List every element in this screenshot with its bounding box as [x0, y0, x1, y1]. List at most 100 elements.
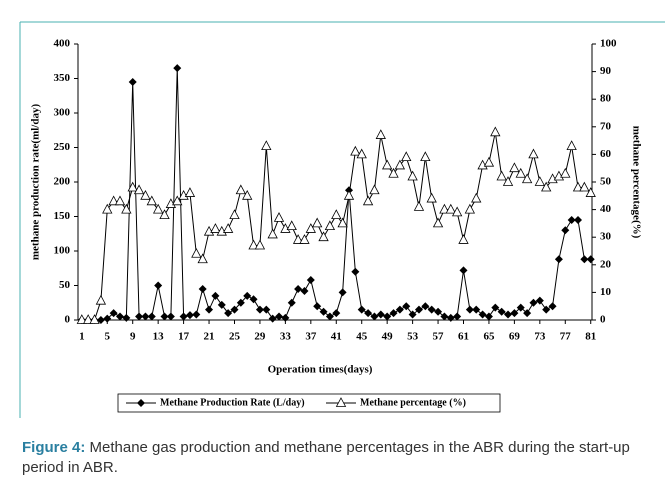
point [299, 234, 310, 244]
point [230, 305, 239, 314]
point [542, 305, 551, 314]
point [459, 266, 468, 275]
y2-tick-label: 90 [600, 65, 612, 77]
point [191, 247, 202, 258]
point [185, 311, 194, 320]
point [408, 310, 417, 319]
point [471, 192, 482, 203]
point [484, 312, 493, 321]
point [426, 192, 437, 203]
x-tick-label: 5 [105, 331, 111, 343]
legend-label: Methane percentage (%) [360, 397, 466, 408]
point [343, 189, 355, 200]
point [356, 148, 367, 159]
point [491, 303, 500, 312]
point [585, 187, 596, 197]
point [198, 284, 207, 293]
point [108, 195, 119, 206]
point [561, 226, 570, 235]
point [472, 305, 481, 314]
point [395, 305, 404, 314]
y2-tick-label: 10 [600, 286, 612, 298]
point [434, 307, 443, 316]
point [147, 312, 156, 321]
point [235, 184, 247, 195]
point [523, 309, 532, 318]
point [109, 309, 118, 318]
point [102, 203, 113, 214]
point [572, 181, 584, 192]
point [357, 305, 366, 314]
point [325, 312, 334, 321]
point [166, 312, 175, 321]
point [504, 310, 513, 319]
y2-tick-label: 0 [600, 314, 606, 326]
point [394, 159, 406, 170]
point [413, 200, 425, 211]
legend-marker [137, 399, 145, 407]
point [305, 223, 316, 233]
point [427, 305, 436, 314]
point [388, 167, 399, 178]
point [451, 206, 463, 217]
point [381, 159, 393, 170]
point [509, 162, 520, 173]
point [439, 203, 450, 214]
point [566, 140, 577, 151]
y-axis-label: methane production rate(ml/day) [30, 104, 42, 261]
point [490, 126, 501, 137]
point [383, 312, 392, 321]
point [529, 298, 538, 307]
point [548, 302, 557, 311]
point [535, 296, 544, 305]
x-tick-label: 77 [560, 331, 572, 343]
y2-tick-label: 80 [600, 93, 612, 105]
x-tick-label: 69 [509, 331, 521, 343]
x-tick-label: 21 [204, 331, 215, 343]
point [254, 239, 266, 250]
point [465, 305, 474, 314]
point [414, 305, 423, 314]
caption-label: Figure 4: [22, 439, 86, 456]
series-line [81, 132, 592, 321]
point [197, 253, 208, 264]
point [421, 302, 430, 311]
x-tick-label: 57 [433, 331, 445, 343]
y-tick-label: 200 [54, 176, 71, 188]
x-tick-label: 37 [305, 331, 317, 343]
point [275, 312, 284, 321]
point [114, 195, 126, 206]
point [420, 151, 431, 162]
point [248, 239, 259, 250]
point [402, 302, 411, 311]
x-tick-label: 9 [130, 331, 136, 343]
y-tick-label: 300 [54, 107, 71, 119]
x-tick-label: 45 [356, 331, 368, 343]
point [95, 294, 107, 305]
point [389, 309, 398, 318]
legend-marker [335, 397, 347, 407]
point [211, 291, 220, 300]
point [205, 305, 214, 314]
point [281, 313, 290, 322]
point [478, 310, 487, 319]
point [115, 312, 124, 321]
point [262, 305, 271, 314]
x-axis-label: Operation times(days) [268, 364, 373, 376]
point [351, 267, 360, 276]
caption-text: Methane gas production and methane perce… [22, 439, 630, 476]
y-tick-label: 150 [54, 210, 71, 222]
y2-axis-label: methane percentage(%) [630, 126, 642, 239]
point [331, 209, 342, 220]
y2-tick-label: 100 [600, 38, 617, 50]
point [362, 195, 374, 206]
y2-tick-label: 70 [600, 120, 612, 132]
x-tick-label: 49 [382, 331, 394, 343]
point [122, 313, 131, 322]
point [376, 310, 385, 319]
point [224, 309, 233, 318]
x-tick-label: 81 [585, 331, 596, 343]
point [370, 312, 379, 321]
point [76, 314, 87, 324]
point [273, 212, 285, 222]
